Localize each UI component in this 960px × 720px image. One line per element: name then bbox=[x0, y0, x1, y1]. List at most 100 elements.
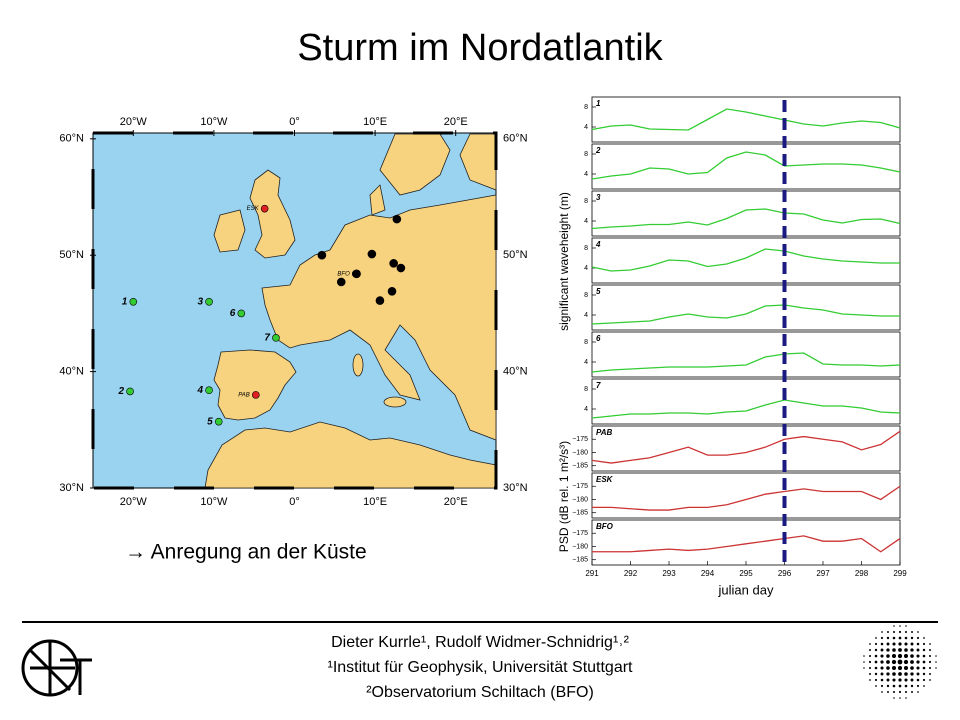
lat-label: 40°N bbox=[503, 366, 528, 378]
logo-dot bbox=[892, 648, 896, 652]
x-tick-label: 293 bbox=[662, 569, 676, 578]
logo-dot bbox=[891, 665, 897, 671]
lat-label: 60°N bbox=[503, 133, 528, 145]
logo-dot bbox=[874, 678, 878, 682]
y-axis-label: PSD (dB rel. 1 m²/s³) bbox=[557, 441, 571, 552]
y-tick-label: 8 bbox=[584, 339, 588, 346]
station bbox=[260, 204, 269, 213]
y-tick-label: −180 bbox=[572, 496, 588, 503]
station bbox=[237, 309, 246, 318]
panel-frame bbox=[591, 96, 901, 143]
y-tick-label: −185 bbox=[572, 510, 588, 517]
series-line bbox=[591, 208, 901, 230]
logo-dot bbox=[910, 660, 914, 664]
station-label: 2 bbox=[118, 386, 125, 397]
logo-dot bbox=[904, 690, 908, 694]
logo-dot bbox=[935, 661, 937, 663]
logo-dot bbox=[928, 666, 932, 670]
panel-label: 3 bbox=[596, 193, 601, 202]
logo-dot bbox=[929, 643, 931, 645]
sicily bbox=[383, 396, 407, 408]
lon-label: 20°W bbox=[120, 116, 148, 128]
logo-dot bbox=[916, 636, 920, 640]
logo-dot bbox=[874, 666, 878, 670]
land bbox=[204, 133, 497, 489]
logo-dot bbox=[916, 654, 920, 658]
logo-dot bbox=[886, 684, 890, 688]
logo-dot bbox=[875, 637, 877, 639]
station-label: 4 bbox=[197, 385, 204, 396]
series-line bbox=[591, 352, 901, 373]
station bbox=[252, 391, 260, 399]
panel-frame bbox=[591, 425, 901, 472]
logo-dot bbox=[935, 667, 937, 669]
station-label: BFO bbox=[337, 271, 350, 277]
logo-dot bbox=[905, 625, 907, 627]
x-tick-label: 291 bbox=[585, 569, 599, 578]
finland bbox=[459, 133, 497, 191]
logo-dot bbox=[903, 665, 909, 671]
institute-logo bbox=[21, 639, 92, 697]
slide-title: Sturm im Nordatlantik bbox=[297, 27, 663, 69]
x-tick-label: 292 bbox=[624, 569, 638, 578]
logo-dot bbox=[904, 648, 908, 652]
logo-dot bbox=[904, 642, 908, 646]
logo-dot bbox=[892, 690, 896, 694]
logo-dot bbox=[922, 648, 926, 652]
panel-frame bbox=[591, 378, 901, 425]
logo-dot bbox=[880, 672, 884, 676]
logo-dot bbox=[880, 684, 884, 688]
logo-dot bbox=[887, 631, 889, 633]
logo-dot bbox=[904, 630, 908, 634]
logo-dot bbox=[898, 630, 902, 634]
series-line bbox=[591, 399, 901, 419]
logo-dot bbox=[897, 665, 903, 671]
logo-dot bbox=[922, 678, 926, 682]
y-tick-label: 8 bbox=[584, 198, 588, 205]
logo-dot bbox=[880, 654, 884, 658]
logo-dot bbox=[886, 660, 890, 664]
logo-dot bbox=[886, 654, 890, 658]
lon-label: 10°W bbox=[200, 116, 228, 128]
logo-dot bbox=[922, 672, 926, 676]
logo-dot bbox=[904, 636, 908, 640]
logo-dot bbox=[897, 653, 903, 659]
logo-dot bbox=[910, 678, 914, 682]
logo-dot bbox=[868, 654, 872, 658]
logo-dot bbox=[916, 684, 920, 688]
lon-label: 0° bbox=[289, 116, 300, 128]
logo-dot bbox=[886, 672, 890, 676]
station-label: 7 bbox=[264, 332, 270, 343]
logo-dot bbox=[904, 672, 908, 676]
lon-label: 0° bbox=[289, 496, 300, 508]
logo-dot bbox=[880, 636, 884, 640]
logo-dot bbox=[917, 691, 919, 693]
logo-dot bbox=[922, 654, 926, 658]
logo-dot bbox=[869, 679, 871, 681]
logo-dot bbox=[916, 666, 920, 670]
y-tick-label: 8 bbox=[584, 104, 588, 111]
panel-frame bbox=[591, 519, 901, 566]
logo-dot bbox=[891, 653, 897, 659]
panel-frame bbox=[591, 284, 901, 331]
logo-dot bbox=[892, 672, 896, 676]
station bbox=[317, 250, 327, 260]
logo-dot bbox=[886, 666, 890, 670]
logo-dot bbox=[903, 659, 909, 665]
panel-frame bbox=[591, 143, 901, 190]
station-label: 5 bbox=[207, 416, 213, 427]
y-tick-label: 8 bbox=[584, 386, 588, 393]
logo-dot bbox=[868, 660, 872, 664]
x-tick-label: 296 bbox=[778, 569, 792, 578]
station-label: PAB bbox=[238, 392, 250, 398]
panel-frame bbox=[591, 190, 901, 237]
logo-dot bbox=[892, 678, 896, 682]
lon-label: 20°E bbox=[444, 116, 468, 128]
logo-dot bbox=[898, 678, 902, 682]
ireland bbox=[213, 209, 246, 253]
logo-dot bbox=[874, 672, 878, 676]
map bbox=[91, 131, 498, 490]
y-tick-label: −175 bbox=[572, 530, 588, 537]
station bbox=[392, 214, 402, 224]
logo-dot bbox=[892, 636, 896, 640]
